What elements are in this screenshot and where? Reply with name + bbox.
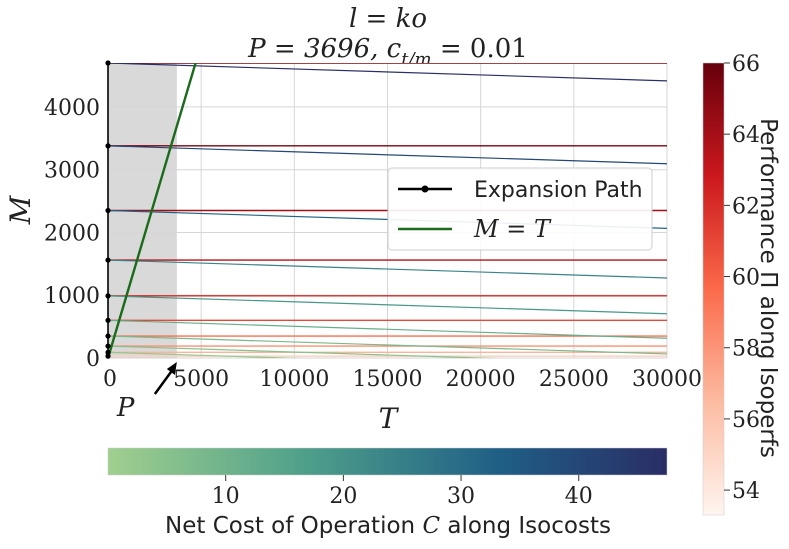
expansion-path-point [105, 317, 111, 323]
x-axis-label: T [379, 402, 400, 435]
annotation-arrow [153, 367, 175, 395]
annotation-p: P [116, 362, 177, 423]
m-equals-t-line [108, 63, 197, 358]
expansion-path-point [105, 257, 111, 263]
cost-colorbar-tick-label: 40 [565, 484, 593, 509]
y-tick-label: 1000 [44, 284, 100, 309]
isocost-line [108, 351, 304, 358]
x-tick-label: 10000 [259, 367, 329, 392]
x-tick-label: 5000 [173, 367, 229, 392]
isocost-line [108, 145, 667, 165]
expansion-path-point [105, 293, 111, 299]
y-axis-ticks: 0 1000 2000 3000 4000 [44, 96, 100, 372]
y-axis-label: M [4, 194, 37, 225]
cost-colorbar-label: Net Cost of Operation C along Isocosts [165, 513, 611, 539]
y-tick-label: 0 [86, 347, 100, 372]
performance-colorbar-tick-label: 54 [732, 479, 760, 504]
x-tick-label: 20000 [446, 367, 516, 392]
expansion-path-point [105, 333, 111, 339]
expansion-path-point [105, 143, 111, 149]
expansion-path-point [105, 353, 111, 359]
legend: Expansion Path M = T [387, 167, 653, 251]
legend-expansion-label: Expansion Path [474, 178, 643, 203]
cost-label-suffix: along Isocosts [440, 513, 611, 539]
expansion-path-point [105, 349, 111, 355]
cost-label-prefix: Net Cost of Operation [165, 513, 422, 539]
performance-colorbar-tick-label: 60 [732, 266, 760, 291]
x-tick-label: 0 [103, 367, 117, 392]
performance-colorbar-gradient [702, 62, 725, 516]
performance-colorbar-ticks: 54 56 58 60 62 64 66 [724, 52, 760, 504]
cost-colorbar-gradient [107, 447, 668, 476]
performance-colorbar: 54 56 58 60 62 64 66 Performance Π along Isope… [702, 52, 781, 516]
isocost-line [108, 319, 667, 339]
isocost-line [108, 335, 667, 355]
expansion-path-point [105, 207, 111, 214]
chart-title-line1: l = ko [349, 4, 427, 34]
cost-colorbar-tick-label: 30 [447, 484, 475, 509]
expansion-path-point [105, 60, 111, 66]
x-tick-label: 30000 [632, 367, 702, 392]
performance-colorbar-tick-label: 66 [732, 52, 760, 77]
isocost-line [108, 63, 667, 82]
performance-colorbar-label: Performance Π along Isoperfs [755, 118, 781, 458]
cost-colorbar-tick-label: 20 [329, 484, 357, 509]
legend-expansion-marker [421, 185, 429, 193]
cost-colorbar-tick-label: 10 [212, 484, 240, 509]
legend-box [387, 167, 653, 251]
performance-colorbar-tick-label: 62 [732, 194, 760, 219]
title-line2-suffix: = 0.01 [432, 34, 528, 64]
title-line2-prefix: P = 3696, c [247, 34, 402, 64]
isocost-line [108, 345, 500, 358]
x-tick-label: 25000 [539, 367, 609, 392]
performance-colorbar-tick-label: 56 [732, 408, 760, 433]
performance-colorbar-tick-label: 64 [732, 123, 760, 148]
annotation-arrowhead [166, 362, 177, 375]
isoperf-lines [108, 63, 667, 357]
m-equals-t-series [108, 63, 197, 358]
performance-colorbar-tick-label: 58 [732, 337, 760, 362]
x-axis-ticks: 0 5000 10000 15000 20000 25000 30000 [103, 367, 702, 392]
y-tick-label: 2000 [44, 221, 100, 246]
x-tick-label: 15000 [353, 367, 423, 392]
y-tick-label: 4000 [44, 96, 100, 121]
cost-colorbar: 10 20 30 40 Net Cost of Operation C along I… [107, 447, 668, 539]
annotation-label: P [116, 393, 135, 423]
expansion-path-series [105, 60, 111, 359]
cost-label-var: C [422, 513, 440, 539]
isocost-line [108, 295, 667, 315]
y-tick-label: 3000 [44, 159, 100, 184]
legend-mt-label: M = T [473, 215, 552, 243]
expansion-path-point [105, 343, 111, 349]
isocost-line [108, 259, 667, 279]
cost-colorbar-ticks: 10 20 30 40 [212, 475, 593, 509]
